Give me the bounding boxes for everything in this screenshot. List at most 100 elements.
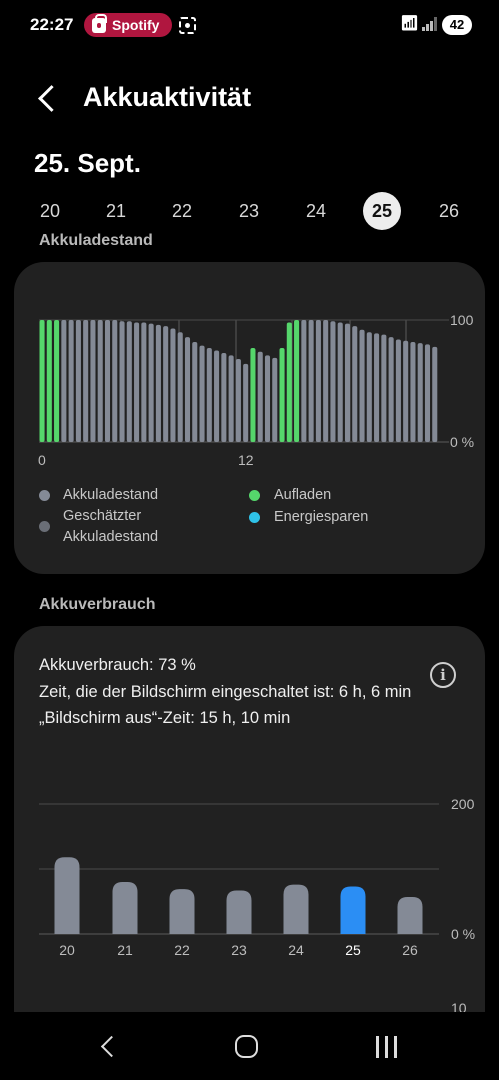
charge-bar [221,352,227,442]
spotify-pill[interactable]: Spotify [84,13,172,37]
charge-card: 0 12 100 0 % Akkuladestand Aufladen Geschätzt… [14,262,485,574]
charge-bar [388,337,394,442]
charge-bar [243,363,249,442]
charge-bar [374,333,380,442]
charge-bar [61,320,67,442]
wifi-icon: 📶︎ [400,15,420,32]
charge-bar [294,320,300,442]
legend-dot [39,490,50,501]
charge-bar [235,359,241,442]
charge-bar [163,326,169,442]
usage-bar-23[interactable] [226,890,252,934]
usage-bar-25[interactable] [340,886,366,934]
usage-x-tick: 20 [59,942,75,958]
charge-bar [359,329,365,442]
day-selector: 20 21 22 23 24 25 26 [0,192,499,230]
screenshot-icon [179,17,196,34]
charge-chart: 0 12 100 0 % [38,312,474,468]
usage-bar-24[interactable] [283,884,309,934]
usage-x-tick: 26 [402,942,418,958]
date-heading: 25. Sept. [34,148,141,178]
charge-bar [279,348,285,442]
charge-bar [228,355,234,442]
info-icon[interactable]: i [430,662,456,688]
usage-x-tick: 23 [231,942,247,958]
charge-bar [403,340,409,442]
charge-bar [308,320,314,442]
day-24[interactable]: 24 [305,201,327,221]
usage-bar-26[interactable] [397,896,423,934]
nav-recents-icon[interactable] [376,1036,398,1058]
charge-x-tick-0: 0 [38,452,46,468]
usage-x-tick: 22 [174,942,190,958]
legend-label: Akkuladestand [63,487,159,503]
charge-bar [330,321,336,442]
legend-dot [249,490,260,501]
day-22[interactable]: 22 [171,201,193,221]
charge-bar [39,320,45,442]
status-bar: 22:27 Spotify 📶︎ 42 [0,0,499,52]
charge-bar [366,332,372,442]
charge-bar [286,322,292,442]
charge-bar [112,320,118,442]
charge-x-tick-12: 12 [238,452,254,468]
usage-y-tick-0: 0 % [451,926,475,942]
day-20[interactable]: 20 [39,201,61,221]
usage-bar-22[interactable] [169,889,195,934]
charge-bar [75,320,81,442]
day-26[interactable]: 26 [438,201,460,221]
charge-bar [352,326,358,442]
charge-bar [184,337,191,442]
usage-bar-21[interactable] [112,882,138,934]
charge-bar [315,320,321,442]
page-title: Akkuaktivität [83,82,252,112]
usage-card: Akkuverbrauch: 73 % Zeit, die der Bildsc… [14,626,485,1016]
charge-bar [170,328,176,442]
charge-bar [104,320,111,442]
charge-bar [54,320,60,442]
legend-dot [249,512,260,523]
charge-bar [410,341,416,442]
nav-home-icon[interactable] [235,1035,258,1058]
legend-dot [39,521,50,532]
usage-x-tick: 24 [288,942,304,958]
nav-back-icon[interactable] [98,1034,118,1058]
charge-bar [90,320,96,442]
charge-y-tick-0: 0 % [450,434,474,450]
charge-bar [68,320,74,442]
charge-bar [148,323,154,442]
usage-y-tick-200: 200 [451,796,475,812]
charge-bar [257,351,263,442]
legend-label: Aufladen [274,487,332,503]
charge-bar [432,346,438,442]
charge-bar [272,357,278,442]
screen-on-time-text: Zeit, die der Bildschirm eingeschaltet i… [39,683,412,701]
legend-label: Geschätzter Akkuladestand [63,508,159,545]
charge-bar [199,345,205,442]
usage-section-label: Akkuverbrauch [39,596,156,613]
charge-bar [177,332,183,442]
legend-label: Energiesparen [274,509,369,525]
charge-bar [46,320,52,442]
charge-bar [381,334,387,442]
screen-off-time-text: „Bildschirm aus“-Zeit: 15 h, 10 min [39,709,291,727]
back-button[interactable] [34,80,62,116]
day-23[interactable]: 23 [238,201,260,221]
charge-bar [155,324,161,442]
charge-section-label: Akkuladestand [39,232,153,249]
charge-bar [119,321,125,442]
charge-bar [417,343,423,442]
signal-icon [422,17,437,31]
charge-bar [97,320,103,442]
day-25[interactable]: 25 [363,192,401,230]
status-time: 22:27 [30,15,74,34]
charge-bar [337,322,343,442]
charge-bar [214,350,220,442]
charge-bar [83,320,89,442]
day-21[interactable]: 21 [105,201,127,221]
battery-indicator: 42 [442,15,472,35]
charge-bar [192,341,198,442]
lock-icon [92,13,107,33]
usage-bar-20[interactable] [54,857,80,934]
charge-bar [395,339,401,442]
